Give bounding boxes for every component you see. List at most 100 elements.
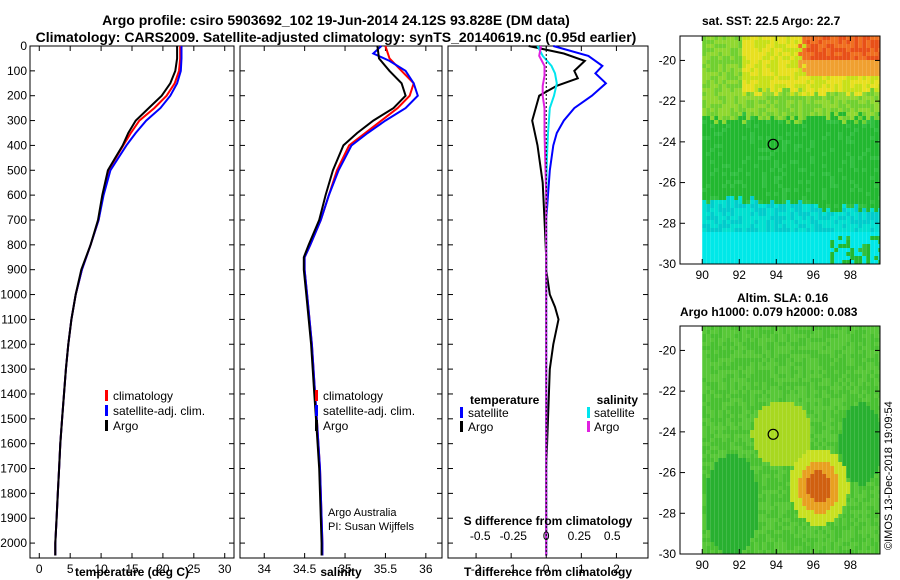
- depth-tick-label: 1000: [0, 288, 27, 302]
- salinity-xtick-label: 35: [338, 562, 352, 576]
- differences-series-temperature-satellite: [545, 45, 608, 556]
- temperature-legend-label: climatology: [113, 389, 173, 403]
- salinity-xtick-label: 36: [419, 562, 433, 576]
- salinity-legend-swatch: [315, 405, 318, 416]
- sst-map-xtick-label: 98: [844, 268, 858, 282]
- salinity-diff-tick-label: 0.25: [568, 529, 592, 543]
- differences-xtick-label: 2: [613, 562, 620, 576]
- differences-frame: [447, 45, 649, 559]
- diff-legend-label: satellite: [468, 406, 509, 420]
- sla-map-xtick-label: 92: [733, 558, 747, 572]
- sst-map-xtick-label: 90: [696, 268, 710, 282]
- sst-map-xtick-label: 92: [733, 268, 747, 282]
- sla-map-subtitle: Argo h1000: 0.079 h2000: 0.083: [680, 305, 858, 319]
- temperature-frame: [29, 45, 235, 559]
- depth-tick-label: 300: [7, 114, 27, 128]
- depth-tick-label: 2000: [0, 536, 27, 550]
- sst-map-ytick-label: -28: [659, 216, 677, 230]
- depth-tick-label: 900: [7, 263, 27, 277]
- depth-tick-label: 1200: [0, 337, 27, 351]
- temperature-xtick-label: 5: [67, 562, 74, 576]
- salinity-legend-label: climatology: [323, 389, 383, 403]
- differences-xlabel: T difference from climatology: [464, 565, 632, 579]
- diff-legend-swatch: [587, 407, 590, 418]
- temperature-xtick-label: 30: [218, 562, 232, 576]
- sla-map-xtick-label: 98: [844, 558, 858, 572]
- diff-legend-salinity-heading: salinity: [597, 393, 639, 407]
- depth-tick-label: 1700: [0, 462, 27, 476]
- depth-tick-label: 0: [20, 39, 27, 53]
- sla-map-xtick-label: 96: [807, 558, 821, 572]
- credit-line1: Argo Australia: [328, 507, 397, 519]
- depth-tick-label: 1500: [0, 412, 27, 426]
- temperature-xtick-label: 15: [125, 562, 139, 576]
- salinity-legend-swatch: [315, 390, 318, 401]
- depth-tick-label: 1900: [0, 511, 27, 525]
- sla-map-heatmap-cells: [702, 326, 880, 554]
- temperature-xtick-label: 0: [36, 562, 43, 576]
- salinity-xtick-label: 34.5: [293, 562, 317, 576]
- temperature-xtick-label: 20: [156, 562, 170, 576]
- salinity-legend-swatch: [315, 420, 318, 431]
- depth-tick-label: 400: [7, 138, 27, 152]
- temperature-series-argo: [54, 46, 179, 556]
- diff-legend-label: Argo: [468, 420, 494, 434]
- sla-map-ytick-label: -30: [659, 547, 677, 561]
- credit-line2: PI: Susan Wijffels: [328, 521, 414, 533]
- differences-xtick-label: 1: [578, 562, 585, 576]
- diff-legend-swatch: [460, 421, 463, 432]
- depth-tick-label: 1300: [0, 362, 27, 376]
- sla-map-float-marker: [767, 428, 779, 440]
- figure-title-line2: Climatology: CARS2009. Satellite-adjuste…: [35, 29, 637, 45]
- sla-map-ytick-label: -28: [659, 506, 677, 520]
- sst-map-xtick-label: 94: [770, 268, 784, 282]
- differences-series-temperature-argo: [528, 45, 587, 556]
- diff-legend-swatch: [460, 407, 463, 418]
- sst-map-frame: [679, 35, 881, 265]
- sla-map-ytick-label: -26: [659, 466, 677, 480]
- depth-tick-label: 200: [7, 89, 27, 103]
- sst-map-ytick-label: -26: [659, 176, 677, 190]
- salinity-legend-label: Argo: [323, 419, 349, 433]
- temperature-legend-swatch: [105, 390, 108, 401]
- temperature-legend-swatch: [105, 405, 108, 416]
- sst-map-ytick-label: -24: [659, 135, 677, 149]
- salinity-legend-label: satellite-adj. clim.: [323, 404, 415, 418]
- salinity-diff-tick-label: 0: [543, 529, 550, 543]
- salinity-diff-tick-label: -0.5: [470, 529, 491, 543]
- temperature-xlabel: temperature (deg C): [75, 565, 189, 579]
- differences-xtick-label: -2: [471, 562, 482, 576]
- salinity-xlabel: salinity: [320, 565, 362, 579]
- sla-map-frame: [679, 325, 881, 555]
- salinity-series-satellite-adj--clim-: [303, 45, 419, 556]
- salinity-series-argo: [302, 45, 407, 556]
- depth-tick-label: 700: [7, 213, 27, 227]
- sst-map-float-marker: [767, 138, 779, 150]
- sla-map-xtick-label: 90: [696, 558, 710, 572]
- sst-map-heatmap-cells: [702, 36, 880, 264]
- sst-map-ytick-label: -30: [659, 257, 677, 271]
- figure-title-line1: Argo profile: csiro 5903692_102 19-Jun-2…: [102, 12, 570, 28]
- salinity-xtick-label: 34: [258, 562, 272, 576]
- differences-xtick-label: 0: [543, 562, 550, 576]
- diff-legend-temperature-heading: temperature: [470, 393, 540, 407]
- temperature-legend-swatch: [105, 420, 108, 431]
- temperature-xtick-label: 25: [187, 562, 201, 576]
- depth-tick-label: 600: [7, 188, 27, 202]
- salinity-xtick-label: 35.5: [374, 562, 398, 576]
- salinity-frame: [239, 45, 443, 559]
- sst-map-ytick-label: -22: [659, 94, 677, 108]
- sla-map-title: Altim. SLA: 0.16: [737, 291, 829, 305]
- sla-map-ytick-label: -22: [659, 384, 677, 398]
- salinity-diff-tick-label: -0.25: [500, 529, 528, 543]
- diff-legend-label: Argo: [594, 420, 620, 434]
- differences-xtick-label: -1: [506, 562, 517, 576]
- sla-map-xtick-label: 94: [770, 558, 784, 572]
- sla-map-ytick-label: -20: [659, 343, 677, 357]
- depth-tick-label: 100: [7, 64, 27, 78]
- diff-legend-label: satellite: [594, 406, 635, 420]
- depth-tick-label: 1600: [0, 437, 27, 451]
- depth-tick-label: 1400: [0, 387, 27, 401]
- sst-map-title: sat. SST: 22.5 Argo: 22.7: [702, 14, 841, 28]
